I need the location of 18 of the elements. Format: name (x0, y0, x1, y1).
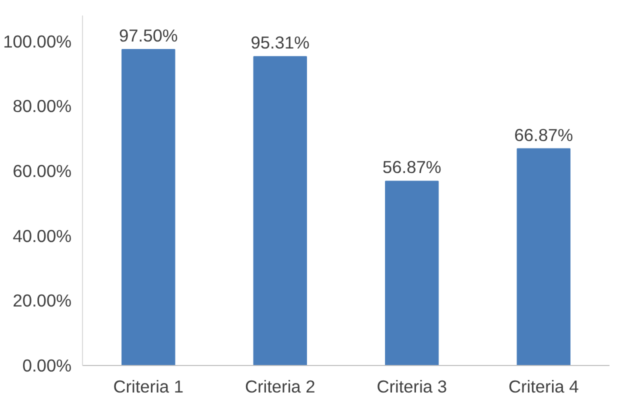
y-tick-label: 20.00% (12, 290, 72, 311)
x-tick-label: Criteria 2 (244, 376, 316, 396)
x-tick-label: Criteria 3 (376, 376, 448, 396)
y-tick-label: 80.00% (12, 96, 72, 116)
y-tick-label: 0.00% (22, 356, 72, 376)
data-label: 66.87% (514, 124, 574, 145)
y-tick-label: 60.00% (12, 161, 72, 182)
bar (122, 49, 176, 366)
y-tick-label: 100.00% (3, 31, 72, 52)
y-tick-label: 40.00% (12, 226, 72, 246)
data-label: 56.87% (382, 157, 442, 178)
x-tick-label: Criteria 1 (113, 376, 184, 396)
x-tick-label: Criteria 4 (508, 376, 580, 396)
data-label: 95.31% (250, 32, 310, 53)
bar (516, 148, 570, 366)
bar (385, 180, 439, 366)
data-label: 97.50% (118, 26, 178, 46)
bar (253, 56, 307, 366)
